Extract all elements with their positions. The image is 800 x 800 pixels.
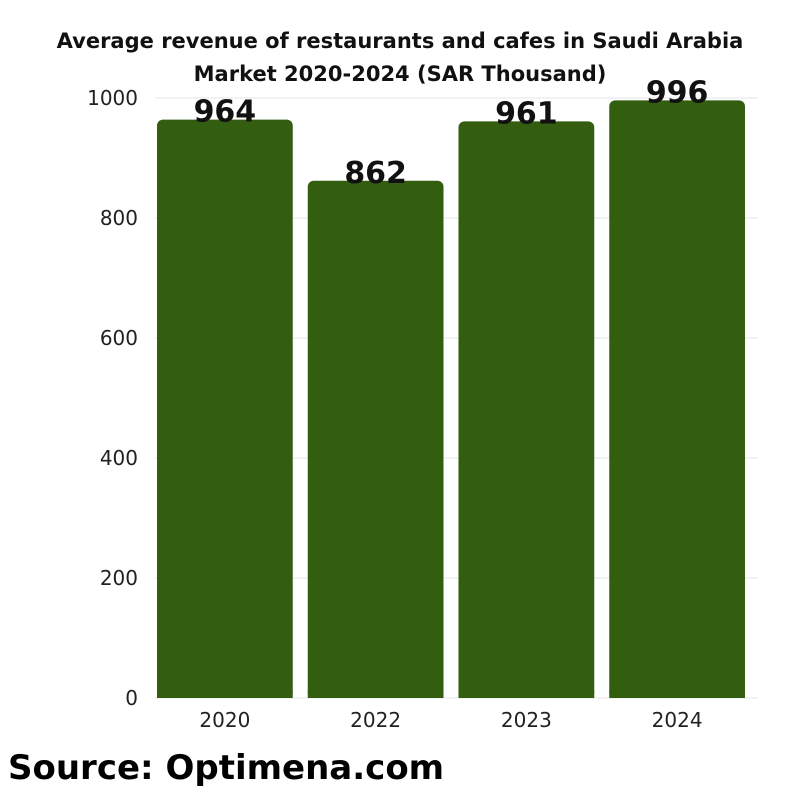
- x-tick-label: 2023: [501, 708, 552, 732]
- y-tick-label: 0: [125, 686, 138, 710]
- y-tick-label: 800: [100, 206, 138, 230]
- y-axis-ticks: 0 200 400 600 800 1000: [87, 86, 138, 710]
- bar-base-2023: [458, 690, 595, 698]
- x-tick-label: 2020: [199, 708, 250, 732]
- y-tick-label: 600: [100, 326, 138, 350]
- bars: [157, 100, 745, 699]
- source-credit: Source: Optimena.com: [8, 748, 444, 788]
- chart-title-line-1: Average revenue of restaurants and cafes…: [57, 29, 744, 53]
- bar-2023: [458, 121, 595, 698]
- bar-base-2020: [157, 690, 293, 698]
- x-axis-ticks: 2020 2022 2023 2024: [199, 708, 702, 732]
- data-label-2020: 964: [194, 95, 257, 130]
- data-label-2022: 862: [344, 156, 407, 191]
- bar-2020: [157, 119, 293, 699]
- x-tick-label: 2022: [350, 708, 401, 732]
- bar-base-2024: [609, 690, 745, 698]
- bar-base-2022: [307, 690, 444, 698]
- bar-2024: [609, 100, 745, 698]
- y-tick-label: 1000: [87, 86, 138, 110]
- data-labels: 964 862 961 996: [194, 75, 709, 190]
- bar-2022: [307, 180, 444, 699]
- chart-title-line-2: Market 2020-2024 (SAR Thousand): [194, 62, 607, 86]
- x-tick-label: 2024: [652, 708, 703, 732]
- data-label-2024: 996: [646, 75, 709, 110]
- y-tick-label: 400: [100, 446, 138, 470]
- y-tick-label: 200: [100, 566, 138, 590]
- data-label-2023: 961: [495, 96, 558, 131]
